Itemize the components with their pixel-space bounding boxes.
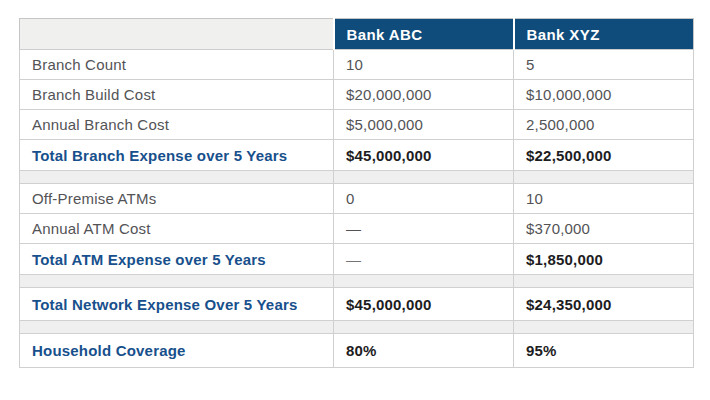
column-header-bank-abc: Bank ABC [334, 19, 514, 50]
table-row-total-network-expense: Total Network Expense Over 5 Years $45,0… [20, 288, 694, 321]
page-background: Bank ABC Bank XYZ Branch Count 10 5 Bran… [0, 0, 710, 400]
bank-xyz-value-cell: 2,500,000 [514, 110, 694, 140]
table-row-total-atm-expense: Total ATM Expense over 5 Years — $1,850,… [20, 244, 694, 275]
row-label-cell: Total Network Expense Over 5 Years [20, 288, 334, 321]
bank-xyz-value-cell: $370,000 [514, 214, 694, 244]
row-label-cell: Annual ATM Cost [20, 214, 334, 244]
bank-xyz-value-cell: 5 [514, 50, 694, 80]
bank-abc-value-cell: — [334, 244, 514, 275]
spacer-row [20, 171, 694, 184]
bank-abc-value-cell: 0 [334, 184, 514, 214]
bank-xyz-value-cell: 95% [514, 334, 694, 368]
table-row-off-premise-atms: Off-Premise ATMs 0 10 [20, 184, 694, 214]
column-header-bank-xyz: Bank XYZ [514, 19, 694, 50]
table-row-branch-count: Branch Count 10 5 [20, 50, 694, 80]
table-row-annual-atm-cost: Annual ATM Cost — $370,000 [20, 214, 694, 244]
row-label-cell: Branch Build Cost [20, 80, 334, 110]
bank-xyz-value-cell: $10,000,000 [514, 80, 694, 110]
bank-xyz-value-cell: $1,850,000 [514, 244, 694, 275]
bank-xyz-value-cell: 10 [514, 184, 694, 214]
bank-abc-value-cell: $45,000,000 [334, 288, 514, 321]
row-label-cell: Total ATM Expense over 5 Years [20, 244, 334, 275]
bank-abc-value-cell: 10 [334, 50, 514, 80]
bank-comparison-table: Bank ABC Bank XYZ Branch Count 10 5 Bran… [19, 18, 694, 368]
spacer-row [20, 321, 694, 334]
table-row-total-branch-expense: Total Branch Expense over 5 Years $45,00… [20, 140, 694, 171]
bank-abc-value-cell: 80% [334, 334, 514, 368]
bank-abc-value-cell: $5,000,000 [334, 110, 514, 140]
header-blank-cell [20, 19, 334, 50]
table-row-annual-branch-cost: Annual Branch Cost $5,000,000 2,500,000 [20, 110, 694, 140]
bank-xyz-value-cell: $24,350,000 [514, 288, 694, 321]
header-row: Bank ABC Bank XYZ [20, 19, 694, 50]
bank-xyz-value-cell: $22,500,000 [514, 140, 694, 171]
row-label-cell: Off-Premise ATMs [20, 184, 334, 214]
row-label-cell: Total Branch Expense over 5 Years [20, 140, 334, 171]
row-label-cell: Household Coverage [20, 334, 334, 368]
table-row-branch-build-cost: Branch Build Cost $20,000,000 $10,000,00… [20, 80, 694, 110]
row-label-cell: Annual Branch Cost [20, 110, 334, 140]
bank-abc-value-cell: $20,000,000 [334, 80, 514, 110]
bank-abc-value-cell: $45,000,000 [334, 140, 514, 171]
table-row-household-coverage: Household Coverage 80% 95% [20, 334, 694, 368]
row-label-cell: Branch Count [20, 50, 334, 80]
spacer-row [20, 275, 694, 288]
bank-abc-value-cell: — [334, 214, 514, 244]
